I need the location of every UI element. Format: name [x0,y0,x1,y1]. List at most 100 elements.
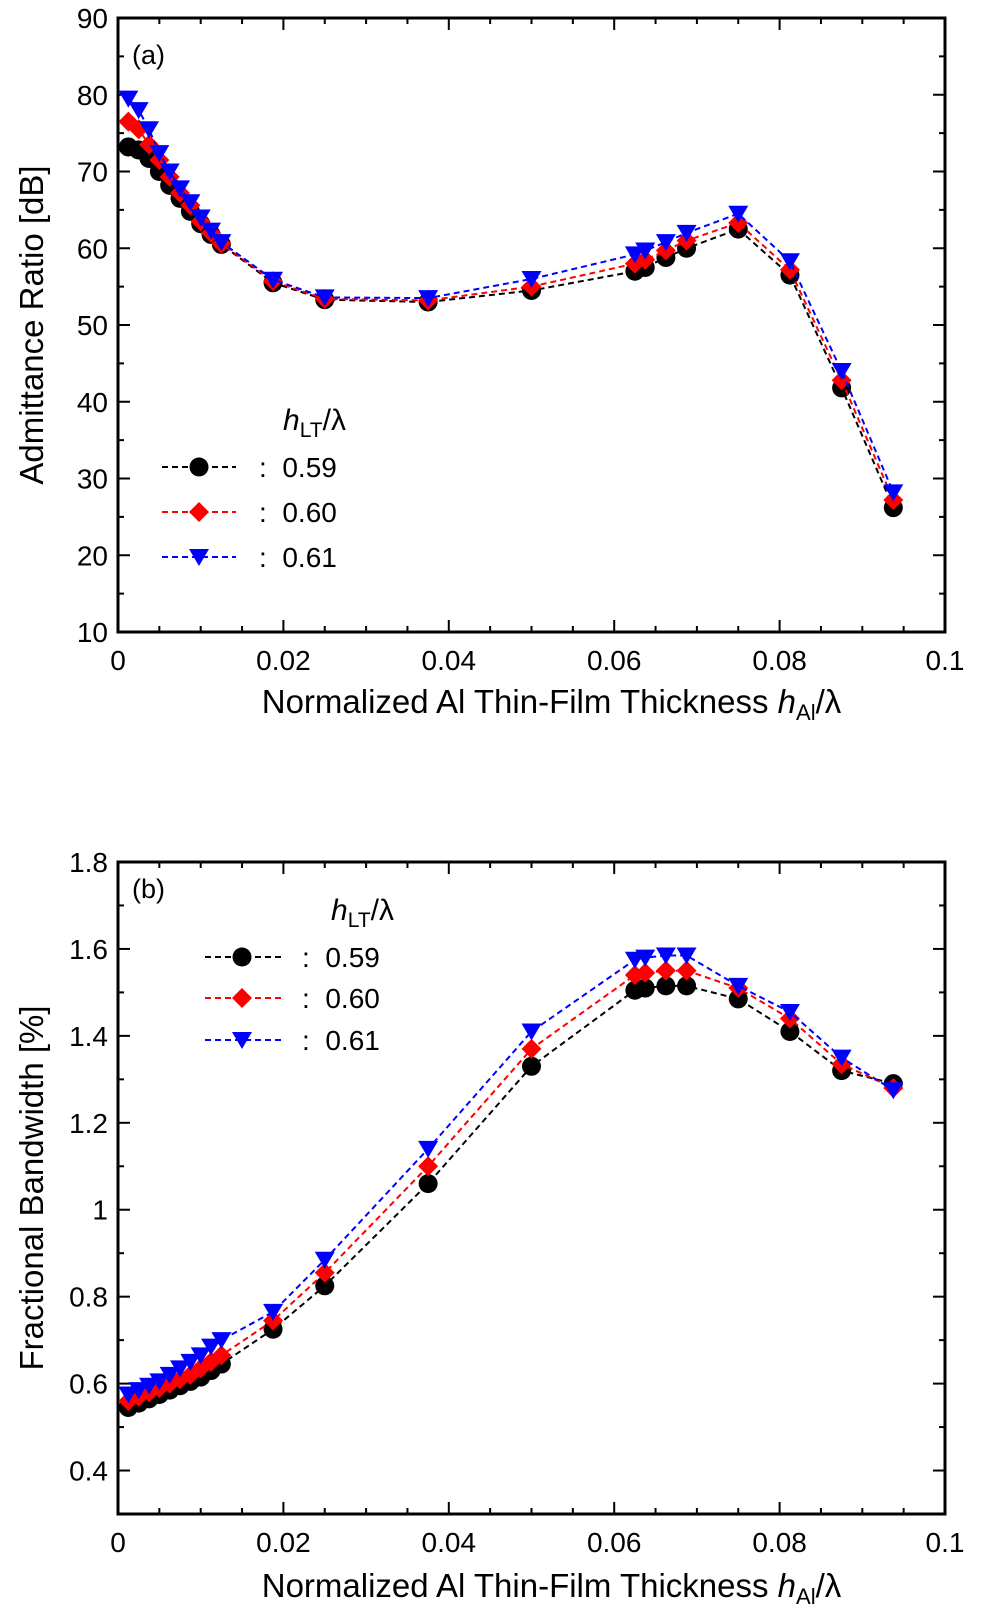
series-line [127,969,894,1402]
panel-label: (a) [132,40,165,70]
data-point [676,947,697,965]
data-point [677,976,697,996]
x-tick-label: 0.02 [256,645,311,676]
data-point [728,989,748,1009]
legend-marker [232,988,252,1008]
data-point [655,960,676,981]
y-tick-label: 0.8 [69,1282,108,1313]
legend-marker [189,502,209,522]
y-tick-label: 0.4 [69,1456,108,1487]
series-059 [118,976,903,1418]
data-point [883,1082,904,1100]
x-tick-label: 0.08 [752,645,807,676]
data-point [418,1140,439,1158]
data-point [779,253,800,271]
data-point [211,234,232,252]
legend-marker [232,947,252,967]
data-point [201,1338,222,1356]
y-tick-label: 60 [77,233,108,264]
data-point [635,962,656,983]
data-point [676,960,697,981]
y-tick-label: 1.6 [69,934,108,965]
plot-frame [116,16,947,634]
legend-entry: : 0.59 [302,942,380,973]
series-061 [118,947,904,1404]
series-line [127,984,894,1409]
y-axis-label: Admittance Ratio [dB] [13,165,50,484]
data-point [263,271,284,289]
x-tick-label: 0 [110,1527,126,1558]
data-point [190,1347,211,1365]
data-point [128,102,149,120]
data-point [831,1049,852,1067]
data-point [180,194,201,212]
x-tick-label: 0 [110,645,126,676]
data-point [211,1345,232,1366]
data-point [418,1156,439,1177]
y-tick-label: 90 [77,3,108,34]
data-point [635,249,656,270]
y-tick-label: 50 [77,310,108,341]
panel-label: (b) [132,874,165,904]
data-point [170,180,191,198]
data-point [139,1377,160,1395]
data-point [180,1353,201,1371]
y-tick-label: 70 [77,157,108,188]
data-point [831,363,852,381]
legend: hLT/λ: 0.59: 0.60: 0.61 [205,894,394,1056]
x-axis-label: Normalized Al Thin-Film Thickness hAl/λ [262,1567,842,1609]
data-point [522,1056,541,1076]
y-tick-label: 40 [77,387,108,418]
x-tick-label: 0.06 [587,645,642,676]
data-point [635,949,656,967]
y-tick-label: 1.8 [69,847,108,878]
data-point [728,977,749,995]
chart-panel-a: 0 0.02 0.04 0.06 0.08 0.1 10 20 30 40 50 60 70 80 90 No… [13,3,964,725]
data-point [314,289,335,307]
series-line [127,97,895,493]
x-axis-label: Normalized Al Thin-Film Thickness hAl/λ [262,683,842,725]
y-tick-label: 20 [77,540,108,571]
data-point [159,1366,180,1384]
data-point [211,1332,232,1350]
series-060 [118,111,904,510]
data-point [728,205,749,223]
x-tick-label: 0.02 [256,1527,311,1558]
data-point [779,1003,800,1021]
data-point [521,270,542,288]
data-point [521,1038,542,1059]
legend: hLT/λ: 0.59: 0.60: 0.61 [162,404,346,573]
y-tick-label: 1.2 [69,1108,108,1139]
data-point [780,1022,800,1042]
y-tick-label: 0.6 [69,1369,108,1400]
data-point [149,145,170,163]
legend-marker [189,549,209,566]
legend-entry: : 0.61 [259,542,337,573]
data-point [263,1303,284,1321]
data-point [418,290,439,308]
data-point [118,90,139,108]
chart-panel-b: 0 0.02 0.04 0.06 0.08 0.1 0.4 0.6 0.8 1 1.2 1.4 1.6 1… [13,847,964,1609]
x-tick-label: 0.08 [752,1527,807,1558]
y-tick-label: 80 [77,80,108,111]
data-point [314,1251,335,1269]
y-tick-label: 30 [77,464,108,495]
data-point [655,947,676,965]
data-point [118,1386,139,1404]
data-point [624,246,645,264]
x-tick-label: 0.06 [587,1527,642,1558]
data-point [656,976,676,996]
data-point [655,234,676,252]
legend-marker [189,457,209,477]
data-point [635,242,656,260]
x-tick-label: 0.1 [926,645,965,676]
data-point [128,1382,149,1400]
x-tick-label: 0.1 [926,1527,965,1558]
legend-entry: : 0.61 [302,1025,380,1056]
data-point [521,1023,542,1041]
data-point [128,119,149,140]
data-point [315,1276,335,1296]
legend-title: hLT/λ [283,404,346,442]
